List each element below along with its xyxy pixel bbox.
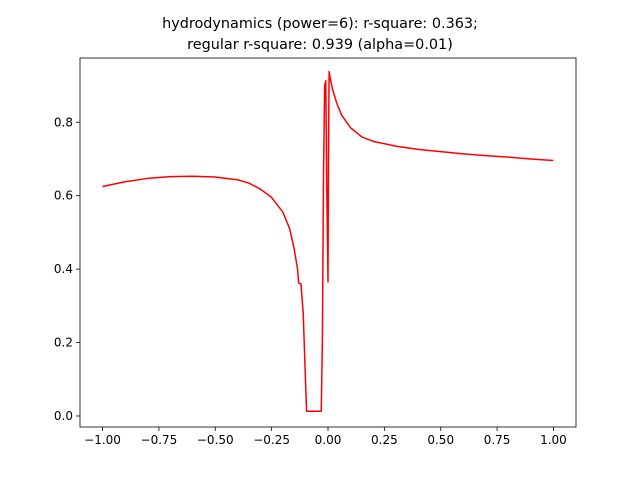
- y-tick-label-2: 0.4: [54, 262, 73, 276]
- x-tick-label-1: −0.75: [141, 433, 178, 447]
- y-tick-label-4: 0.8: [54, 115, 73, 129]
- y-tick-label-3: 0.6: [54, 189, 73, 203]
- y-tick-label-0: 0.0: [54, 409, 73, 423]
- chart-title-line-1: hydrodynamics (power=6): r-square: 0.363…: [162, 16, 478, 32]
- y-tick-label-1: 0.2: [54, 336, 73, 350]
- x-tick-label-3: −0.25: [253, 433, 290, 447]
- x-tick-label-7: 0.75: [484, 433, 511, 447]
- chart-title-line-2: regular r-square: 0.939 (alpha=0.01): [187, 37, 453, 53]
- x-tick-label-0: −1.00: [84, 433, 121, 447]
- x-tick-label-8: 1.00: [540, 433, 567, 447]
- plot-area: −1.00 −0.75 −0.50 −0.25 0.00 0.25 0.50 0.75 1.00…: [54, 57, 577, 447]
- x-tick-label-4: 0.00: [315, 433, 342, 447]
- series-line-0: [102, 70, 554, 412]
- x-tick-label-2: −0.50: [197, 433, 234, 447]
- x-tick-label-6: 0.50: [427, 433, 454, 447]
- x-tick-label-5: 0.25: [371, 433, 398, 447]
